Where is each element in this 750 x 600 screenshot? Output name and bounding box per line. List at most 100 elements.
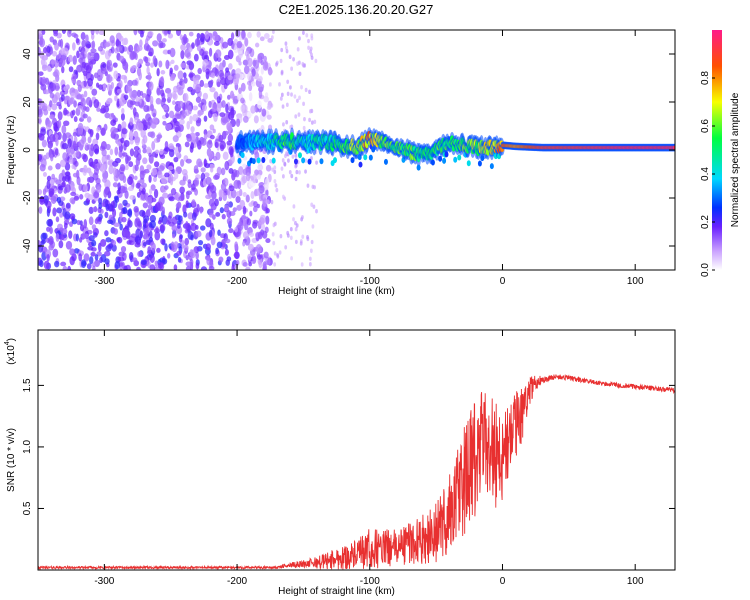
heatmap-cell xyxy=(55,163,61,170)
heatmap-cell xyxy=(286,91,290,97)
heatmap-cell xyxy=(199,225,206,231)
heatmap-cell xyxy=(162,120,167,126)
heatmap-cell xyxy=(193,53,199,62)
heatmap-cell xyxy=(266,104,272,110)
heatmap-cell xyxy=(104,230,109,237)
heatmap-cell xyxy=(235,30,241,38)
heatmap-cell xyxy=(236,40,243,49)
heatmap-cell xyxy=(210,72,216,79)
heatmap-cell xyxy=(73,248,80,254)
heatmap-cell xyxy=(241,30,246,39)
heatmap-cell xyxy=(308,256,312,261)
heatmap-cell xyxy=(88,216,94,226)
heatmap-cell xyxy=(170,59,175,65)
heatmap-cell xyxy=(208,213,215,218)
heatmap-cell xyxy=(294,176,298,182)
heatmap-cell xyxy=(290,256,293,261)
heatmap-cell xyxy=(43,108,49,116)
heatmap-cell xyxy=(56,54,61,60)
snr-scale-exponent: 4 xyxy=(4,341,11,345)
heatmap-cell xyxy=(182,72,187,79)
heatmap-cell xyxy=(63,86,67,92)
heatmap-cell xyxy=(227,37,234,47)
heatmap-cell xyxy=(92,265,96,270)
colorbar-ticks: 0.0 0.2 0.4 0.6 0.8 xyxy=(700,71,715,277)
heatmap-cell xyxy=(178,195,185,202)
heatmap-cell xyxy=(116,141,122,147)
heatmap-cell xyxy=(301,234,305,239)
heatmap-cell xyxy=(50,154,54,162)
heatmap-cell xyxy=(187,86,194,92)
heatmap-cell xyxy=(192,105,198,111)
heatmap-cell xyxy=(135,156,141,167)
heatmap-cell xyxy=(61,169,66,179)
heatmap-cell xyxy=(48,244,54,251)
heatmap-cell xyxy=(92,206,98,212)
heatmap-cell xyxy=(200,33,206,39)
heatmap-cell xyxy=(142,157,148,165)
heatmap-cell xyxy=(129,88,133,98)
heatmap-cell xyxy=(112,182,119,188)
heatmap-cell xyxy=(190,142,195,150)
heatmap-cell xyxy=(275,187,279,193)
heatmap-cell xyxy=(52,207,57,217)
heatmap-cell xyxy=(260,66,264,75)
heatmap-cell xyxy=(118,251,125,257)
heatmap-cell xyxy=(219,189,225,198)
heatmap-cell xyxy=(139,209,146,217)
heatmap-cell xyxy=(77,105,83,110)
heatmap-cell xyxy=(213,113,218,122)
heatmap-cell xyxy=(215,49,222,59)
heatmap-cell xyxy=(183,92,189,103)
heatmap-cell xyxy=(118,79,123,89)
spectrogram-x-tick-label: -100 xyxy=(360,276,380,287)
heatmap-cell xyxy=(206,140,213,149)
heatmap-cell xyxy=(281,158,285,163)
heatmap-cell xyxy=(62,47,69,56)
heatmap-cell xyxy=(127,186,134,192)
heatmap-cell xyxy=(120,137,125,144)
heatmap-cell xyxy=(149,254,155,263)
heatmap-cell xyxy=(121,216,127,223)
heatmap-cell xyxy=(142,148,147,154)
heatmap-cell xyxy=(120,74,127,80)
colorbar-tick-label: 0.2 xyxy=(700,215,711,229)
heatmap-cell xyxy=(171,216,178,225)
heatmap-cell xyxy=(290,173,294,179)
heatmap-cell xyxy=(251,158,256,165)
heatmap-cell xyxy=(44,198,49,206)
heatmap-cell xyxy=(138,58,144,65)
heatmap-cell xyxy=(139,39,143,48)
heatmap-cell xyxy=(242,205,247,215)
heatmap-cell xyxy=(288,54,292,60)
heatmap-cell xyxy=(312,204,316,209)
heatmap-cell xyxy=(114,146,119,155)
heatmap-cell xyxy=(284,245,288,250)
heatmap-cell xyxy=(136,89,142,98)
heatmap-cell xyxy=(173,264,178,270)
heatmap-cell xyxy=(201,104,208,112)
heatmap-cell xyxy=(224,238,231,244)
heatmap-cell xyxy=(209,229,213,238)
heatmap-cell xyxy=(83,219,88,229)
heatmap-cell xyxy=(79,194,84,200)
heatmap-cell xyxy=(91,262,97,268)
heatmap-cell xyxy=(78,139,85,149)
heatmap-cell xyxy=(67,30,72,38)
heatmap-cell xyxy=(205,68,210,75)
heatmap-cell xyxy=(191,199,196,207)
heatmap-cell xyxy=(130,51,137,60)
heatmap-cell xyxy=(265,199,270,205)
heatmap-cell xyxy=(117,203,123,211)
heatmap-cell xyxy=(187,179,192,184)
heatmap-cell xyxy=(56,207,63,214)
heatmap-cell xyxy=(145,209,151,218)
heatmap-cell xyxy=(107,219,114,224)
spectrogram-x-tick-label: 100 xyxy=(627,276,644,287)
heatmap-cell xyxy=(64,132,72,138)
heatmap-cell xyxy=(52,71,59,77)
heatmap-cell xyxy=(104,258,110,265)
heatmap-cell xyxy=(430,159,435,166)
heatmap-cell xyxy=(104,211,109,219)
